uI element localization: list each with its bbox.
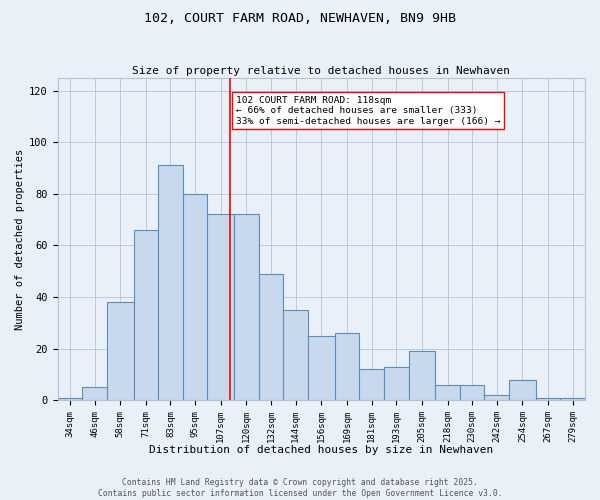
Bar: [308, 336, 335, 400]
Bar: [82, 388, 107, 400]
Bar: [509, 380, 536, 400]
X-axis label: Distribution of detached houses by size in Newhaven: Distribution of detached houses by size …: [149, 445, 493, 455]
Text: 102, COURT FARM ROAD, NEWHAVEN, BN9 9HB: 102, COURT FARM ROAD, NEWHAVEN, BN9 9HB: [144, 12, 456, 26]
Bar: [384, 366, 409, 400]
Bar: [234, 214, 259, 400]
Bar: [536, 398, 560, 400]
Bar: [435, 385, 460, 400]
Bar: [409, 351, 435, 400]
Bar: [484, 395, 509, 400]
Bar: [134, 230, 158, 400]
Bar: [183, 194, 208, 400]
Bar: [283, 310, 308, 400]
Bar: [460, 385, 484, 400]
Bar: [335, 333, 359, 400]
Bar: [560, 398, 585, 400]
Bar: [359, 370, 384, 400]
Bar: [58, 398, 82, 400]
Y-axis label: Number of detached properties: Number of detached properties: [15, 148, 25, 330]
Text: 102 COURT FARM ROAD: 118sqm
← 66% of detached houses are smaller (333)
33% of se: 102 COURT FARM ROAD: 118sqm ← 66% of det…: [236, 96, 500, 126]
Bar: [107, 302, 134, 400]
Title: Size of property relative to detached houses in Newhaven: Size of property relative to detached ho…: [133, 66, 511, 76]
Bar: [158, 166, 183, 400]
Bar: [259, 274, 283, 400]
Bar: [208, 214, 234, 400]
Text: Contains HM Land Registry data © Crown copyright and database right 2025.
Contai: Contains HM Land Registry data © Crown c…: [98, 478, 502, 498]
